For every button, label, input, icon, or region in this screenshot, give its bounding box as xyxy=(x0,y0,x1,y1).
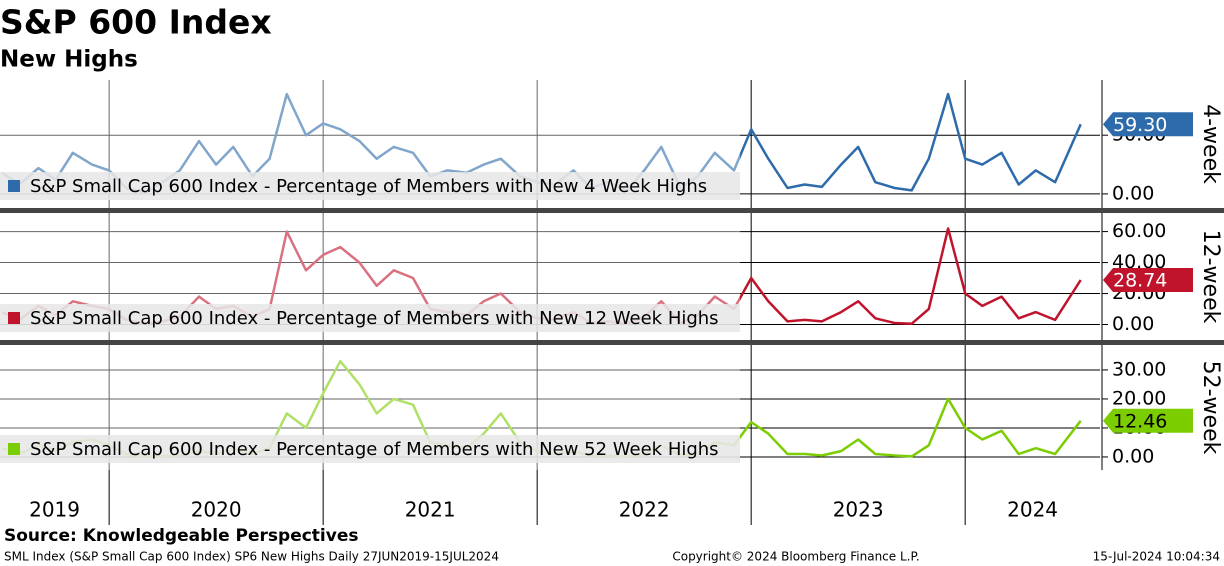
footer-center: Copyright© 2024 Bloomberg Finance L.P. xyxy=(672,550,919,564)
last-value-label: 12.46 xyxy=(1113,410,1167,432)
last-value-tag xyxy=(1103,112,1193,137)
y-tick-label: 20.00 xyxy=(1112,387,1166,409)
legend-box xyxy=(0,304,740,332)
panel-axis-label: 12-week xyxy=(1198,230,1223,324)
y-tick-label: 30.00 xyxy=(1112,358,1166,380)
x-period-label: 2020 xyxy=(191,498,242,522)
panel-axis-label: 4-week xyxy=(1198,104,1223,184)
x-period-label: 2023 xyxy=(833,498,884,522)
legend-box xyxy=(0,172,740,200)
y-tick-label: 0.00 xyxy=(1112,313,1154,335)
last-value-label: 28.74 xyxy=(1113,270,1167,292)
x-period-label: 2024 xyxy=(1007,498,1058,522)
y-tick-label: 60.00 xyxy=(1112,220,1166,242)
y-tick-label: 40.00 xyxy=(1112,251,1166,273)
y-tick-label: 0.00 xyxy=(1112,445,1154,467)
last-value-tag xyxy=(1103,268,1193,293)
x-period-label: 2022 xyxy=(619,498,670,522)
source: Source: Knowledgeable Perspectives xyxy=(4,526,359,546)
panel-axis-label: 52-week xyxy=(1198,361,1223,455)
footer-left: SML Index (S&P Small Cap 600 Index) SP6 … xyxy=(4,550,499,564)
x-period-label: 2019 xyxy=(29,498,80,522)
y-tick-label: 0.00 xyxy=(1112,182,1154,204)
legend-label: S&P Small Cap 600 Index - Percentage of … xyxy=(30,439,719,460)
legend-box xyxy=(0,435,740,463)
panel-separator xyxy=(0,340,1224,345)
chart-title: S&P 600 Index xyxy=(0,3,272,42)
legend-marker xyxy=(8,443,20,455)
legend-marker xyxy=(8,312,20,324)
legend-label: S&P Small Cap 600 Index - Percentage of … xyxy=(30,176,707,197)
x-period-label: 2021 xyxy=(405,498,456,522)
last-value-label: 59.30 xyxy=(1113,114,1167,136)
legend-marker xyxy=(8,180,20,192)
chart-subtitle: New Highs xyxy=(0,47,138,73)
panel-separator xyxy=(0,208,1224,213)
legend-label: S&P Small Cap 600 Index - Percentage of … xyxy=(30,308,719,329)
footer-right: 15-Jul-2024 10:04:34 xyxy=(1093,550,1220,564)
last-value-tag xyxy=(1103,408,1193,433)
